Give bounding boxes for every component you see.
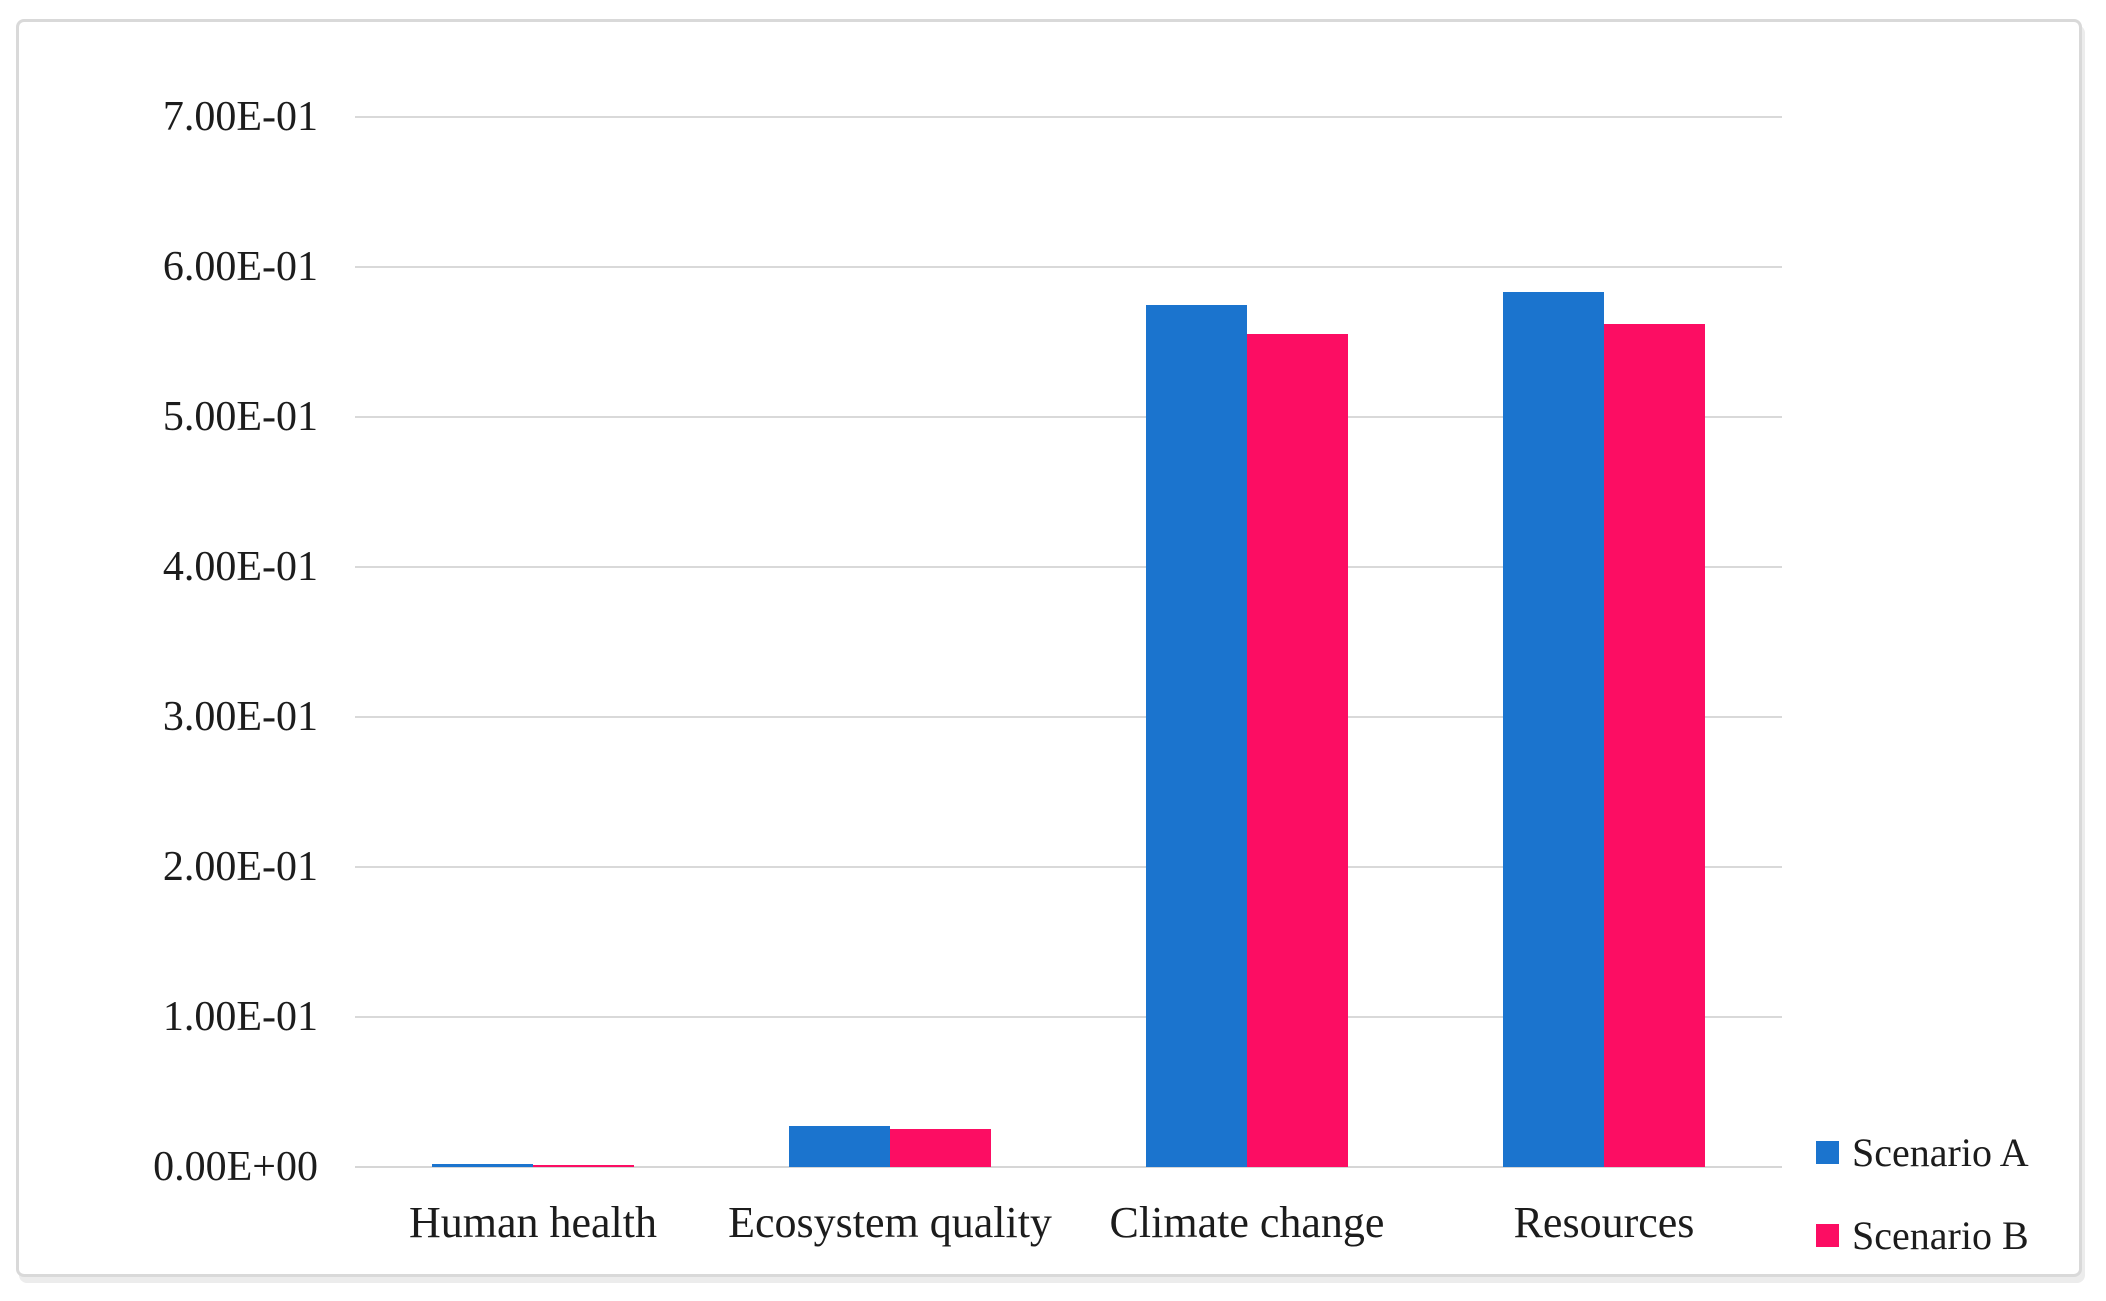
bar-scenario-a-resources xyxy=(1503,292,1604,1167)
bar-scenario-b-human-health xyxy=(533,1165,634,1167)
legend-item-scenario-b: Scenario B xyxy=(1816,1212,2029,1258)
legend-label: Scenario B xyxy=(1852,1212,2029,1258)
bar-scenario-a-human-health xyxy=(432,1164,533,1167)
y-tick-label: 2.00E-01 xyxy=(162,844,318,890)
bar-scenario-b-climate-change xyxy=(1247,334,1348,1167)
gridline xyxy=(355,116,1782,118)
gridline xyxy=(355,266,1782,268)
y-tick-label: 3.00E-01 xyxy=(162,694,318,740)
chart-frame: 0.00E+00 1.00E-01 2.00E-01 3.00E-01 4.00E-01… xyxy=(16,19,2082,1277)
y-tick-label: 7.00E-01 xyxy=(162,94,318,140)
y-tick-label: 0.00E+00 xyxy=(153,1144,318,1190)
gridline xyxy=(355,416,1782,418)
legend-swatch-icon xyxy=(1816,1223,1839,1247)
x-category-label: Human health xyxy=(408,1198,658,1247)
legend-swatch-icon xyxy=(1816,1140,1839,1164)
gridline xyxy=(355,716,1782,718)
y-tick-label: 5.00E-01 xyxy=(162,394,318,440)
gridline xyxy=(355,1016,1782,1018)
y-tick-label: 4.00E-01 xyxy=(162,544,318,590)
y-tick-label: 6.00E-01 xyxy=(162,244,318,290)
gridline xyxy=(355,866,1782,868)
bar-scenario-b-ecosystem-quality xyxy=(890,1129,991,1167)
x-category-label: Climate change xyxy=(1109,1198,1385,1247)
x-category-label: Resources xyxy=(1513,1198,1695,1247)
gridline xyxy=(355,566,1782,568)
x-axis-line xyxy=(355,1166,1782,1168)
bar-scenario-b-resources xyxy=(1604,324,1705,1167)
bar-scenario-a-ecosystem-quality xyxy=(789,1126,890,1167)
y-tick-label: 1.00E-01 xyxy=(162,994,318,1040)
bar-scenario-a-climate-change xyxy=(1146,305,1247,1167)
legend-item-scenario-a: Scenario A xyxy=(1816,1129,2029,1175)
x-category-label: Ecosystem quality xyxy=(728,1198,1052,1247)
legend-label: Scenario A xyxy=(1852,1129,2029,1175)
